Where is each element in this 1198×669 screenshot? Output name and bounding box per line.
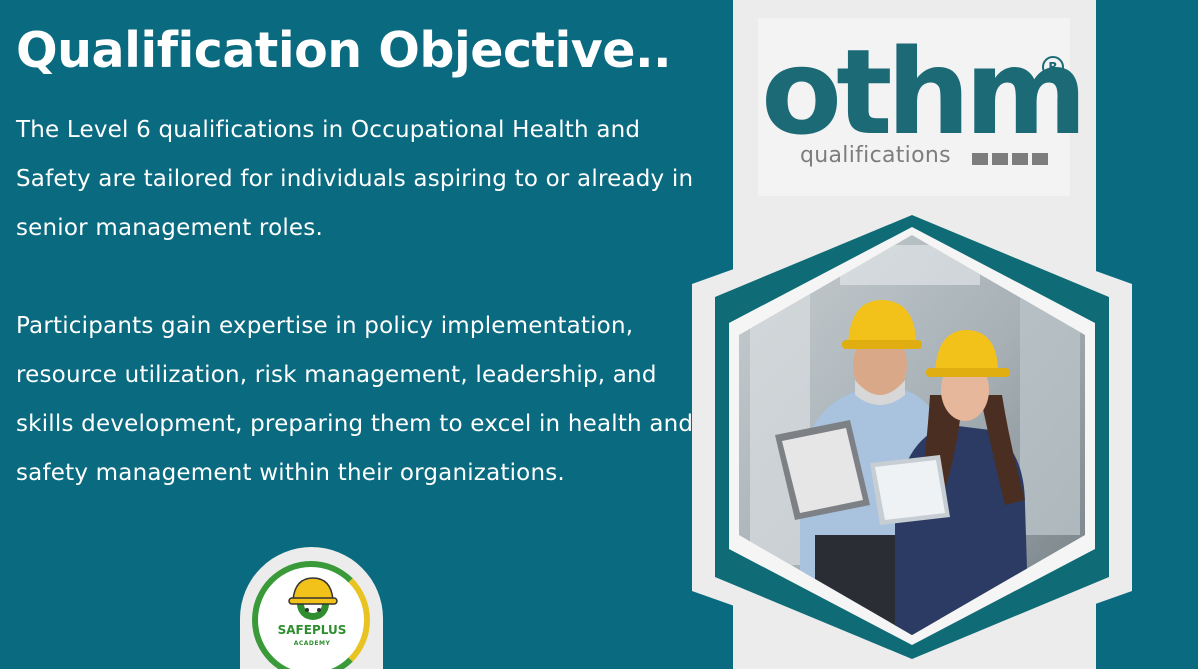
logo-squares-icon [972, 153, 1048, 165]
helmet-gear-icon [288, 577, 338, 620]
detail-paragraph: Participants gain expertise in policy im… [16, 313, 694, 486]
page-title: Qualification Objective.. [16, 22, 672, 79]
registered-icon: R [1042, 56, 1064, 78]
safeplus-badge-sub: ACADEMY [293, 640, 331, 647]
othm-logo-tagline: qualifications [800, 143, 951, 168]
othm-logo [758, 18, 1070, 196]
hexagon-photo-frame [692, 205, 1132, 669]
safeplus-badge-name: SAFEPLUS [277, 623, 347, 637]
othm-logo-word: othm [761, 23, 1087, 161]
intro-paragraph: The Level 6 qualifications in Occupation… [16, 117, 694, 241]
